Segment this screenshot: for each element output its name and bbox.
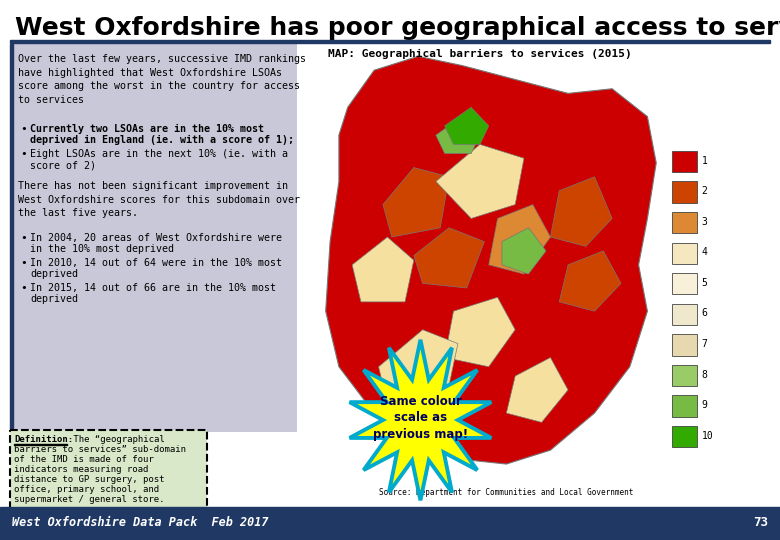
Text: 1: 1 [701,156,707,166]
Text: 73: 73 [753,516,768,530]
Text: •: • [20,149,27,159]
Polygon shape [326,56,656,464]
Bar [10,44,13,432]
Text: deprived: deprived [30,269,78,279]
Text: •: • [20,233,27,243]
Bar [672,181,697,202]
Bar [672,212,697,233]
Text: •: • [20,124,27,134]
Text: deprived in England (ie. with a score of 1);: deprived in England (ie. with a score of… [30,135,294,145]
Text: 5: 5 [701,278,707,288]
Text: 8: 8 [701,370,707,380]
Text: Same colour
scale as
previous map!: Same colour scale as previous map! [373,395,468,441]
Text: MAP: Geographical barriers to services (2015): MAP: Geographical barriers to services (… [328,49,632,59]
Text: West Oxfordshire has poor geographical access to services: West Oxfordshire has poor geographical a… [15,16,780,40]
Text: Currently two LSOAs are in the 10% most: Currently two LSOAs are in the 10% most [30,124,264,134]
Text: distance to GP surgery, post: distance to GP surgery, post [14,475,165,484]
Polygon shape [445,297,515,367]
Polygon shape [414,228,484,288]
Bar [10,40,770,43]
Polygon shape [489,205,551,274]
Text: Over the last few years, successive IMD rankings
have highlighted that West Oxfo: Over the last few years, successive IMD … [18,54,306,105]
Polygon shape [352,237,414,302]
Polygon shape [551,177,612,246]
Polygon shape [502,228,546,274]
Text: In 2004, 20 areas of West Oxfordshire were: In 2004, 20 areas of West Oxfordshire we… [30,233,282,243]
Bar [672,242,697,264]
Text: indicators measuring road: indicators measuring road [14,465,148,474]
Text: In 2015, 14 out of 66 are in the 10% most: In 2015, 14 out of 66 are in the 10% mos… [30,283,276,293]
Text: The “geographical: The “geographical [68,435,165,444]
Polygon shape [378,330,458,404]
Bar [672,395,697,417]
Polygon shape [506,357,568,422]
Bar [14,444,67,445]
Polygon shape [436,117,480,153]
Polygon shape [349,340,491,500]
Text: 3: 3 [701,217,707,227]
Text: of the IMD is made of four: of the IMD is made of four [14,455,154,464]
Bar [0,507,780,540]
Text: Definition:: Definition: [14,435,73,444]
FancyBboxPatch shape [12,44,297,432]
Text: 7: 7 [701,339,707,349]
Text: 6: 6 [701,308,707,319]
Text: score of 2): score of 2) [30,160,96,170]
Bar [672,426,697,447]
Text: In 2010, 14 out of 64 were in the 10% most: In 2010, 14 out of 64 were in the 10% mo… [30,258,282,268]
Text: deprived: deprived [30,294,78,304]
Bar [672,273,697,294]
Text: West Oxfordshire Data Pack  Feb 2017: West Oxfordshire Data Pack Feb 2017 [12,516,268,530]
Text: Eight LSOAs are in the next 10% (ie. with a: Eight LSOAs are in the next 10% (ie. wit… [30,149,288,159]
Bar [672,365,697,386]
Text: office, primary school, and: office, primary school, and [14,485,159,494]
Text: •: • [20,283,27,293]
Text: 4: 4 [701,247,707,258]
Polygon shape [436,144,524,219]
Bar [672,303,697,325]
Polygon shape [383,167,449,237]
Polygon shape [445,107,489,144]
Bar [672,151,697,172]
FancyBboxPatch shape [10,430,207,532]
Text: There has not been significant improvement in
West Oxfordshire scores for this s: There has not been significant improveme… [18,181,300,218]
Bar [672,334,697,356]
Polygon shape [559,251,621,311]
Text: 9: 9 [701,400,707,410]
Text: 10: 10 [701,431,714,441]
Text: 2: 2 [701,186,707,196]
Text: in the 10% most deprived: in the 10% most deprived [30,244,174,254]
Text: Source: Department for Communities and Local Government: Source: Department for Communities and L… [379,488,633,497]
Text: •: • [20,258,27,268]
Text: barriers to services” sub-domain: barriers to services” sub-domain [14,445,186,454]
Text: supermarket / general store.: supermarket / general store. [14,495,165,504]
